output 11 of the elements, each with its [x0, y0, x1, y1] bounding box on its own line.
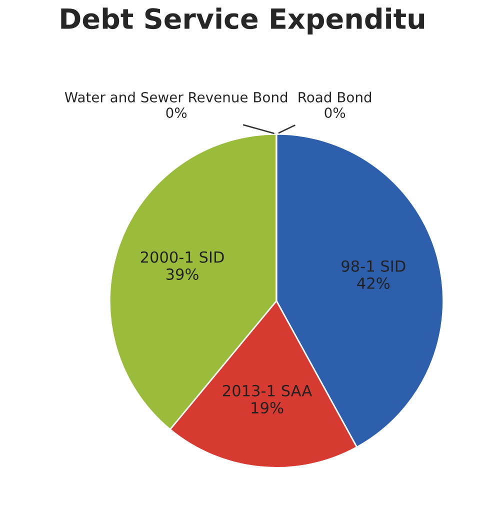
data-label: 19%: [252, 402, 284, 414]
chart-title: Debt Service Expenditu: [61, 8, 424, 35]
slice-label: 98-1 SID: [342, 260, 406, 272]
category-label: Road Bond: [298, 92, 372, 102]
text: 0%: [166, 108, 187, 118]
slice-label: 2013-1 SAA: [223, 384, 312, 396]
category-label: Water and Sewer Revenue Bond: [64, 92, 288, 102]
slice-label: 2000-1 SID: [140, 251, 224, 263]
data-label: 42%: [357, 277, 390, 289]
text: 0%: [324, 108, 346, 118]
data-label: 39%: [166, 268, 198, 280]
